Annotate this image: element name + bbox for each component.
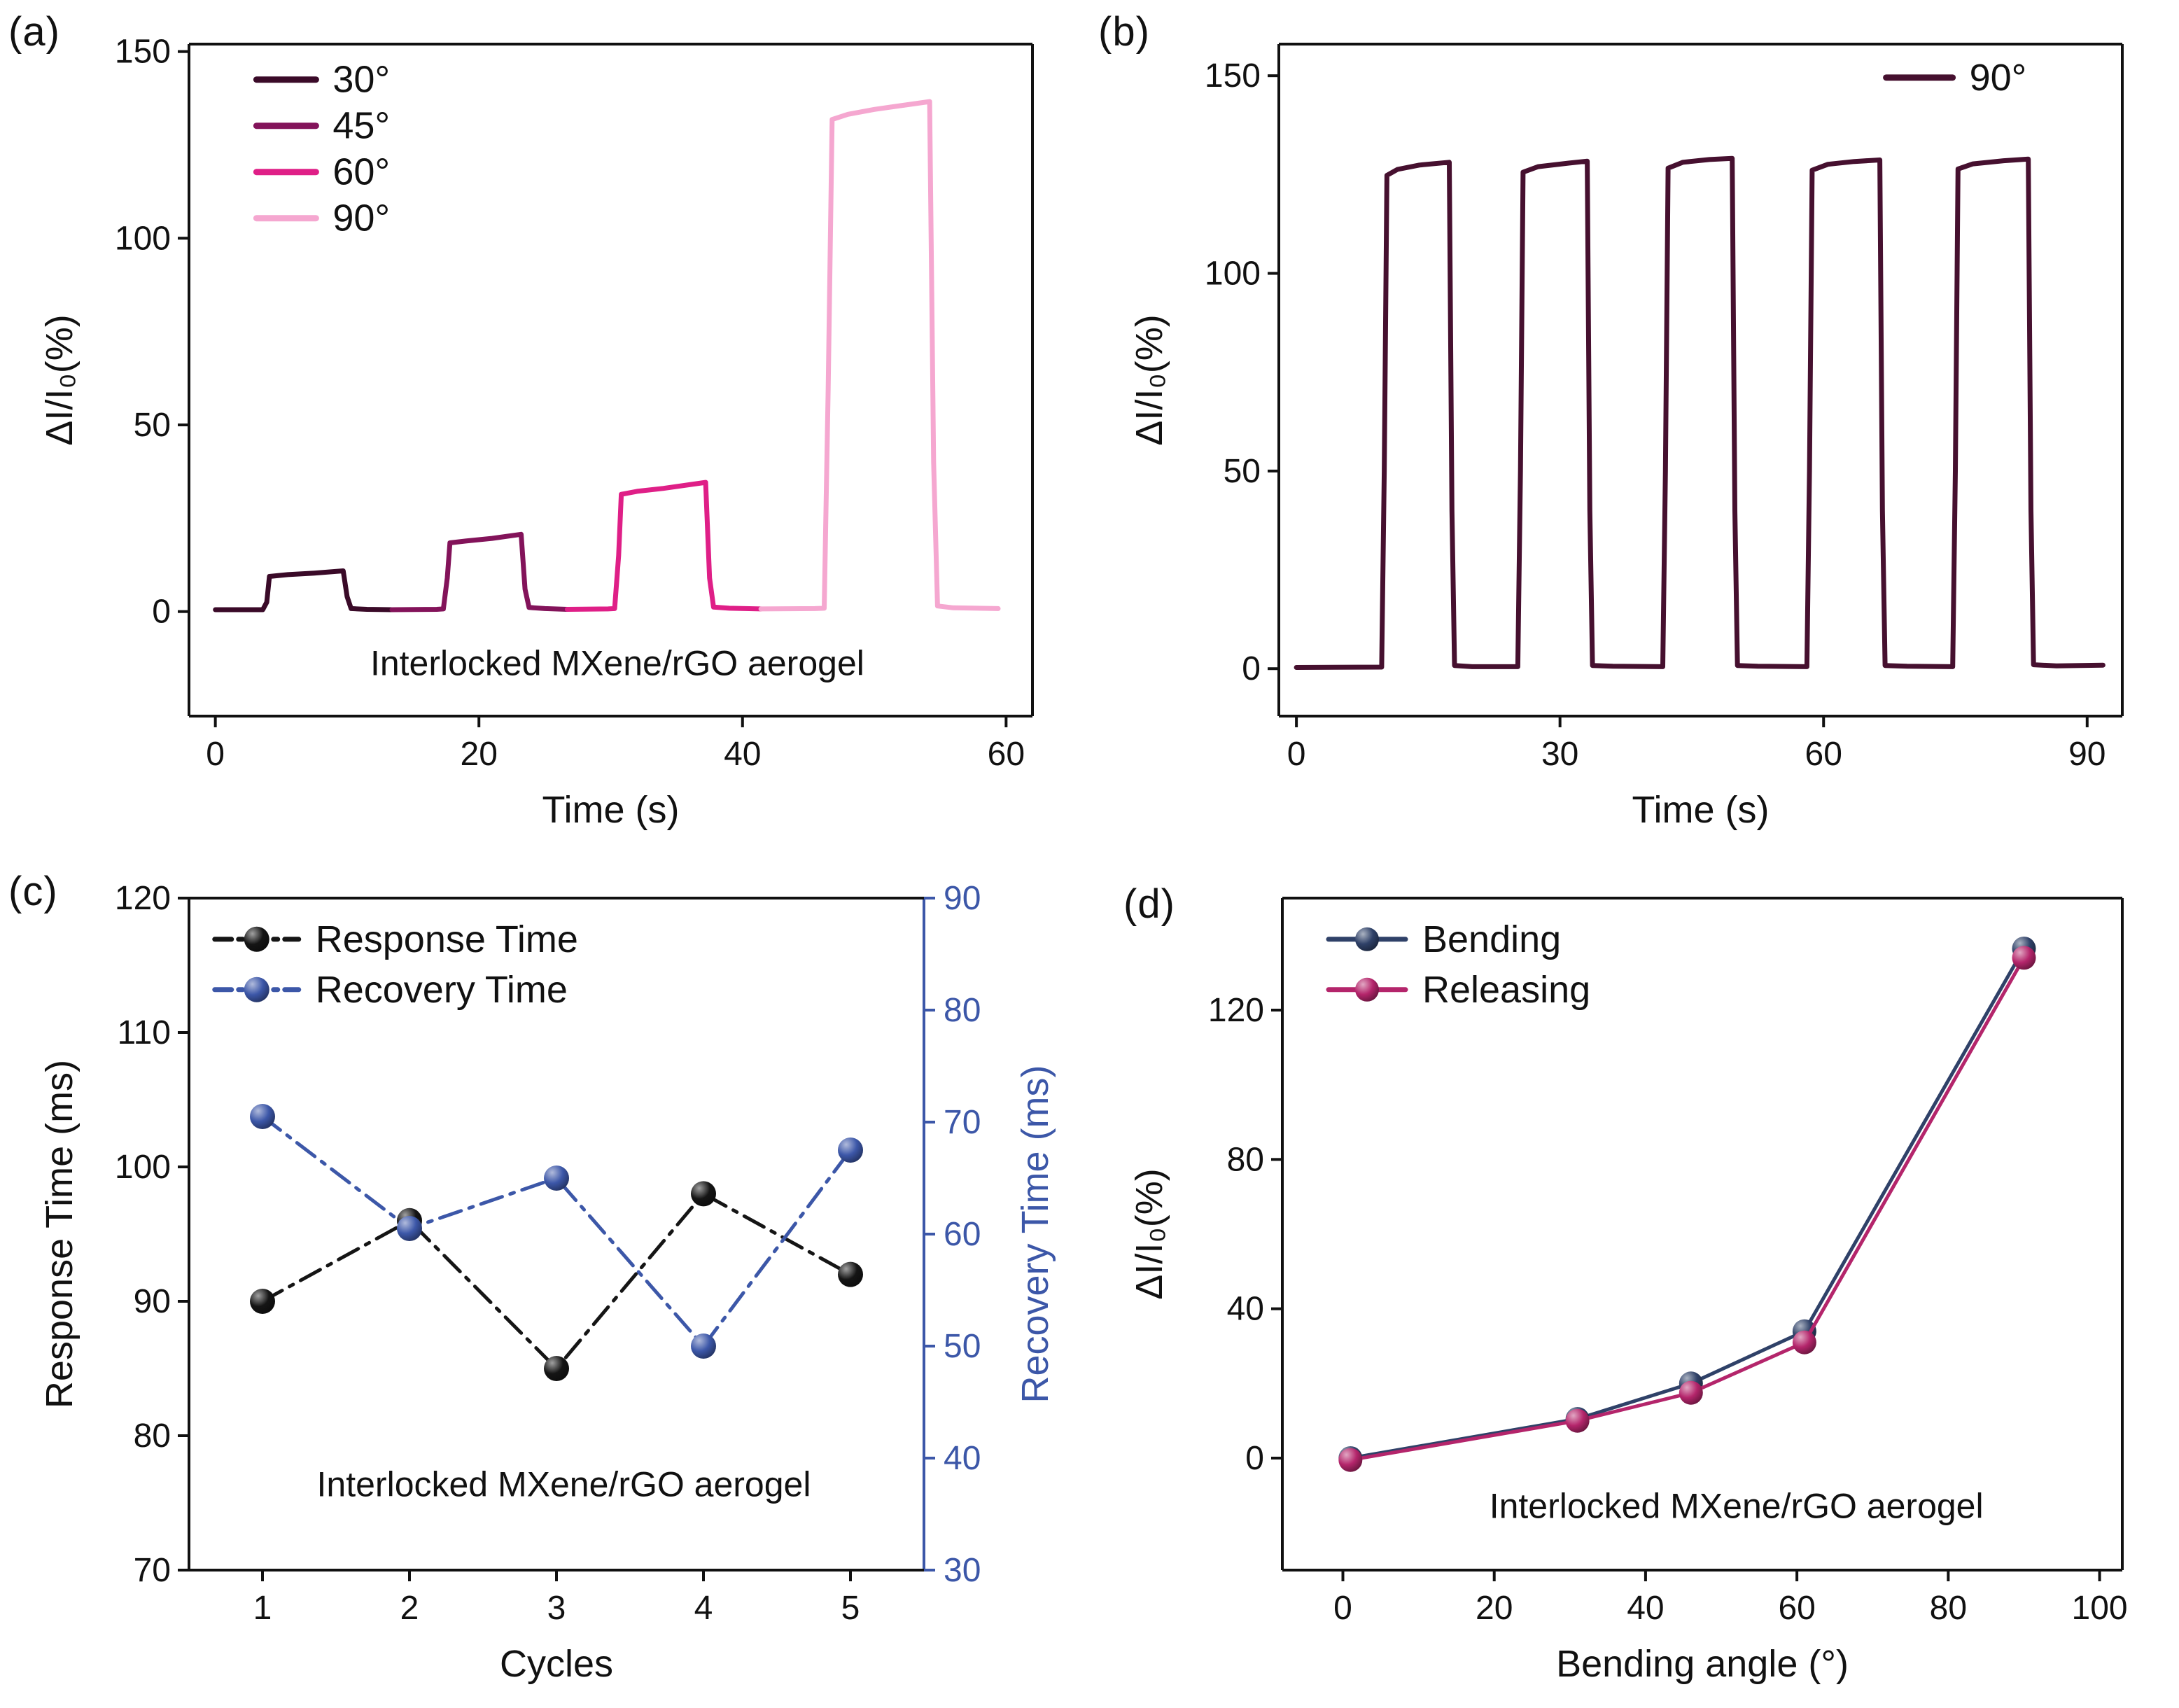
svg-text:40: 40 xyxy=(1627,1590,1664,1627)
svg-text:Recovery Time (ms): Recovery Time (ms) xyxy=(1014,1065,1056,1403)
svg-text:40: 40 xyxy=(944,1440,981,1477)
svg-text:45°: 45° xyxy=(332,105,390,147)
axes: 1 2 3 4 5 70 80 90 100 110 120 30 40 50 60 70 80 90 Cycles… xyxy=(38,880,1056,1685)
svg-text:70: 70 xyxy=(134,1552,171,1589)
svg-text:20: 20 xyxy=(461,736,498,773)
svg-text:150: 150 xyxy=(1205,57,1261,94)
panel-d-chart: 0 20 40 60 80 100 0 40 80 120 Bending angle (°) ΔI/… xyxy=(1128,897,2128,1685)
svg-text:90: 90 xyxy=(944,880,981,917)
svg-text:2: 2 xyxy=(400,1590,419,1627)
series-60° xyxy=(564,479,764,612)
svg-text:Recovery Time: Recovery Time xyxy=(316,969,568,1011)
svg-text:Releasing: Releasing xyxy=(1422,969,1590,1011)
series-30° xyxy=(213,568,395,612)
legend: 30°45°60°90° xyxy=(253,59,390,239)
svg-text:100: 100 xyxy=(115,220,171,257)
legend: 90° xyxy=(1883,57,2027,99)
svg-text:Cycles: Cycles xyxy=(500,1643,613,1685)
svg-text:50: 50 xyxy=(134,407,171,444)
svg-text:60: 60 xyxy=(1778,1590,1815,1627)
svg-text:Bending angle (°): Bending angle (°) xyxy=(1556,1643,1849,1685)
annotation: Interlocked MXene/rGO aerogel xyxy=(370,643,864,682)
series-90° xyxy=(758,99,1001,612)
series-45° xyxy=(389,531,570,612)
svg-text:0: 0 xyxy=(1333,1590,1352,1627)
svg-text:0: 0 xyxy=(1245,1440,1264,1477)
panel-a: (a) 0 20 40 60 0 50 100 150 Time (s) ΔI/I₀(%) 30° 4… xyxy=(0,0,1090,854)
svg-text:110: 110 xyxy=(117,1014,171,1051)
svg-text:120: 120 xyxy=(115,880,171,917)
svg-text:50: 50 xyxy=(1224,453,1261,490)
series-Response Time xyxy=(250,1181,863,1381)
svg-text:90: 90 xyxy=(134,1283,171,1320)
svg-text:30: 30 xyxy=(944,1552,981,1589)
svg-text:100: 100 xyxy=(115,1149,171,1186)
annotation: Interlocked MXene/rGO aerogel xyxy=(317,1464,811,1504)
svg-text:60: 60 xyxy=(988,736,1025,773)
svg-text:ΔI/I₀(%): ΔI/I₀(%) xyxy=(38,314,80,445)
svg-text:90°: 90° xyxy=(1970,57,2027,99)
panel-c: (c) 1 2 3 4 5 70 80 90 100 110 120 30 40 50 60 70 80 90 Cy… xyxy=(0,854,1090,1708)
svg-text:0: 0 xyxy=(1287,736,1306,773)
axes: 0 30 60 90 0 50 100 150 Time (s) ΔI/I₀(%) xyxy=(1128,43,2124,831)
svg-text:1: 1 xyxy=(253,1590,272,1627)
panel-d-letter: (d) xyxy=(1123,881,1175,927)
svg-text:ΔI/I₀(%): ΔI/I₀(%) xyxy=(1128,314,1170,445)
svg-text:3: 3 xyxy=(547,1590,566,1627)
legend: Response Time Recovery Time xyxy=(212,918,578,1011)
panel-a-letter: (a) xyxy=(8,9,60,55)
svg-text:Response Time: Response Time xyxy=(316,918,578,960)
svg-text:90: 90 xyxy=(2068,736,2106,773)
panel-b: (b) 0 30 60 90 0 50 100 150 Time (s) ΔI/I₀(%) 90° xyxy=(1090,0,2179,854)
panel-b-chart: 0 30 60 90 0 50 100 150 Time (s) ΔI/I₀(%) 90° xyxy=(1128,43,2124,831)
svg-text:80: 80 xyxy=(134,1418,171,1455)
svg-text:60: 60 xyxy=(944,1216,981,1253)
svg-text:80: 80 xyxy=(944,992,981,1029)
svg-text:0: 0 xyxy=(152,594,171,631)
svg-text:Time (s): Time (s) xyxy=(1632,789,1770,831)
svg-text:ΔI/I₀(%): ΔI/I₀(%) xyxy=(1128,1168,1170,1299)
panel-b-letter: (b) xyxy=(1098,9,1150,55)
svg-text:0: 0 xyxy=(1242,650,1261,687)
svg-text:30: 30 xyxy=(1541,736,1578,773)
svg-text:0: 0 xyxy=(206,736,225,773)
svg-text:60: 60 xyxy=(1805,736,1842,773)
svg-text:5: 5 xyxy=(841,1590,860,1627)
svg-text:100: 100 xyxy=(2072,1590,2128,1627)
svg-text:80: 80 xyxy=(1227,1141,1264,1178)
series-Recovery Time xyxy=(250,1104,863,1359)
axes: 0 20 40 60 80 100 0 40 80 120 Bending angle (°) ΔI/… xyxy=(1128,897,2128,1685)
svg-text:50: 50 xyxy=(944,1328,981,1365)
legend: Bending Releasing xyxy=(1326,918,1590,1011)
series-90° xyxy=(1294,155,2106,670)
svg-text:40: 40 xyxy=(724,736,761,773)
svg-text:60°: 60° xyxy=(332,151,390,193)
svg-text:120: 120 xyxy=(1208,992,1264,1029)
panel-d: (d) 0 20 40 60 80 100 0 40 80 120 Bending angle (°… xyxy=(1090,854,2179,1708)
axes: 0 20 40 60 0 50 100 150 Time (s) ΔI/I₀(%) xyxy=(38,34,1034,831)
svg-text:100: 100 xyxy=(1205,255,1261,293)
svg-text:20: 20 xyxy=(1476,1590,1513,1627)
svg-text:4: 4 xyxy=(694,1590,713,1627)
panel-c-chart: 1 2 3 4 5 70 80 90 100 110 120 30 40 50 60 70 80 90 Cycles… xyxy=(38,880,1056,1685)
svg-text:90°: 90° xyxy=(332,197,390,239)
svg-text:70: 70 xyxy=(944,1104,981,1141)
svg-text:Response Time (ms): Response Time (ms) xyxy=(38,1060,80,1408)
svg-text:150: 150 xyxy=(115,34,171,71)
svg-text:80: 80 xyxy=(1930,1590,1967,1627)
svg-text:30°: 30° xyxy=(332,59,390,101)
annotation: Interlocked MXene/rGO aerogel xyxy=(1490,1486,1984,1525)
svg-text:Time (s): Time (s) xyxy=(542,789,680,831)
panel-a-chart: 0 20 40 60 0 50 100 150 Time (s) ΔI/I₀(%) 30°45°60… xyxy=(38,34,1034,831)
series-Releasing xyxy=(1338,946,2036,1472)
panel-c-letter: (c) xyxy=(8,869,58,914)
svg-text:Bending: Bending xyxy=(1422,918,1561,960)
svg-text:40: 40 xyxy=(1227,1291,1264,1328)
